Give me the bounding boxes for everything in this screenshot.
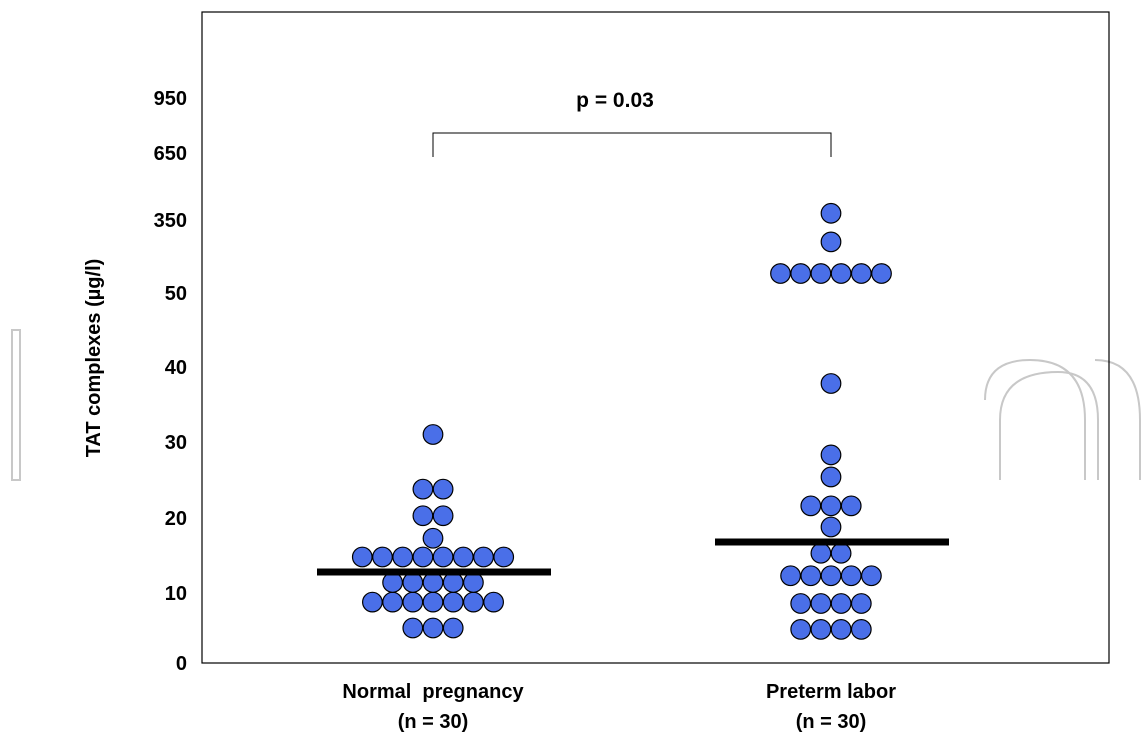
data-point <box>372 546 393 568</box>
data-point <box>820 444 842 466</box>
data-point <box>790 263 812 284</box>
y-tick-labels: 0 10 20 30 40 50 350 650 950 <box>154 88 187 675</box>
data-point <box>861 565 882 587</box>
category-n-label: (n = 30) <box>796 711 867 733</box>
data-point <box>412 505 434 527</box>
data-point <box>442 591 464 613</box>
data-point <box>820 495 842 517</box>
data-point <box>362 591 383 613</box>
data-point <box>442 572 464 593</box>
data-point <box>810 619 832 640</box>
y-tick-label: 350 <box>154 210 187 232</box>
data-point <box>422 527 444 549</box>
data-point <box>800 495 822 517</box>
data-point <box>402 572 424 593</box>
dots-layer <box>351 202 892 640</box>
data-point <box>473 546 494 568</box>
category-labels: Normal pregnancy (n = 30) Preterm labor (n … <box>342 681 896 733</box>
y-axis-label: TAT complexes (µg/l) <box>83 259 105 458</box>
plot-frame <box>201 11 1110 664</box>
data-point <box>820 565 842 587</box>
y-tick-label: 650 <box>154 143 187 165</box>
data-point <box>422 617 444 639</box>
data-point <box>463 591 484 613</box>
data-point <box>382 572 404 593</box>
data-point <box>422 424 444 445</box>
data-point <box>432 546 454 568</box>
data-point <box>800 565 822 587</box>
data-point <box>422 591 444 613</box>
y-tick-label: 0 <box>176 653 187 675</box>
data-point <box>850 619 872 640</box>
y-tick-label: 10 <box>165 583 187 605</box>
data-point <box>810 263 832 284</box>
data-point <box>412 478 434 500</box>
data-point <box>452 546 474 568</box>
data-point <box>850 593 872 614</box>
data-point <box>840 495 862 517</box>
data-point <box>402 617 424 639</box>
category-label: Normal pregnancy <box>342 681 524 703</box>
data-point <box>463 572 484 593</box>
data-point <box>493 546 515 568</box>
category-label: Preterm labor <box>766 681 896 703</box>
data-point <box>780 565 801 587</box>
data-point <box>830 619 852 640</box>
data-point <box>830 593 852 614</box>
data-point <box>871 263 892 284</box>
data-point <box>810 593 832 614</box>
data-point <box>422 572 444 593</box>
data-point <box>820 466 842 488</box>
data-point <box>382 591 404 613</box>
significance-bracket <box>432 132 832 157</box>
data-point <box>432 478 454 500</box>
data-point <box>820 373 842 394</box>
y-tick-label: 950 <box>154 88 187 110</box>
category-n-label: (n = 30) <box>398 711 469 733</box>
data-point <box>790 619 812 640</box>
data-point <box>483 591 505 613</box>
data-point <box>840 565 862 587</box>
watermark-logo <box>11 329 1141 481</box>
y-tick-label: 20 <box>165 508 187 530</box>
data-point <box>850 263 872 284</box>
p-value-annotation: p = 0.03 <box>576 89 654 112</box>
data-point <box>432 505 454 527</box>
data-point <box>830 542 852 564</box>
median-lines <box>317 538 949 576</box>
data-point <box>392 546 414 568</box>
data-point <box>820 516 842 538</box>
y-tick-label: 30 <box>165 432 187 454</box>
data-point <box>820 231 842 253</box>
data-point <box>790 593 812 614</box>
data-point <box>830 263 852 284</box>
data-point <box>442 617 464 639</box>
y-tick-label: 40 <box>165 357 187 379</box>
y-tick-label: 50 <box>165 283 187 305</box>
data-point <box>810 542 832 564</box>
data-point <box>770 263 791 284</box>
data-point <box>412 546 434 568</box>
data-point <box>351 546 373 568</box>
data-point <box>820 202 842 224</box>
data-point <box>402 591 424 613</box>
